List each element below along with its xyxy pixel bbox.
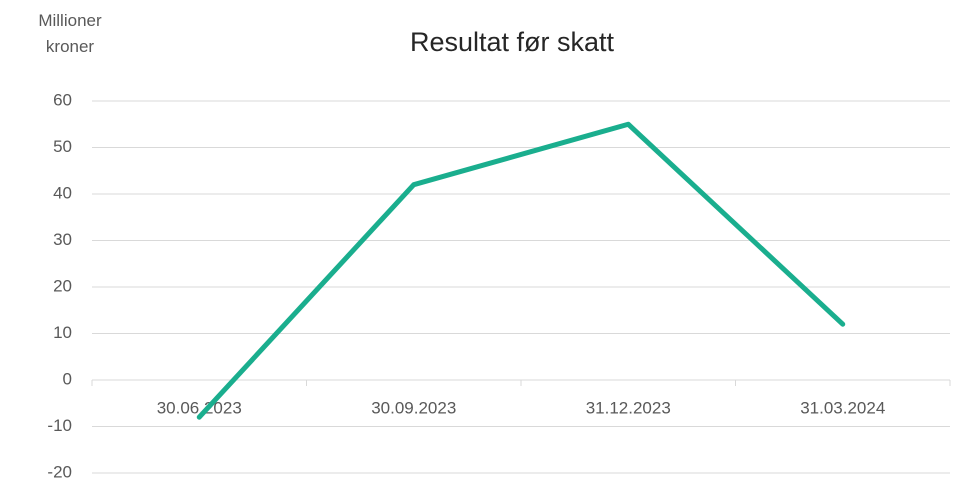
y-tick-label: 20 bbox=[53, 276, 72, 295]
chart-title: Resultat før skatt bbox=[410, 27, 615, 57]
data-line bbox=[196, 121, 846, 420]
y-tick-label: 0 bbox=[63, 369, 72, 388]
x-tick-label: 30.06.2023 bbox=[157, 398, 242, 417]
y-tick-label: 10 bbox=[53, 323, 72, 342]
x-tick-label: 30.09.2023 bbox=[371, 398, 456, 417]
x-tick-label: 31.03.2024 bbox=[800, 398, 885, 417]
y-tick-label: 50 bbox=[53, 137, 72, 156]
y-tick-label: -20 bbox=[47, 462, 72, 480]
y-axis-label: Millioner kroner bbox=[38, 11, 102, 56]
y-tick-label: 60 bbox=[53, 90, 72, 109]
y-tick-label: -10 bbox=[47, 416, 72, 435]
y-tick-label: 40 bbox=[53, 183, 72, 202]
x-tick-label: 31.12.2023 bbox=[586, 398, 671, 417]
y-tick-label: 30 bbox=[53, 230, 72, 249]
